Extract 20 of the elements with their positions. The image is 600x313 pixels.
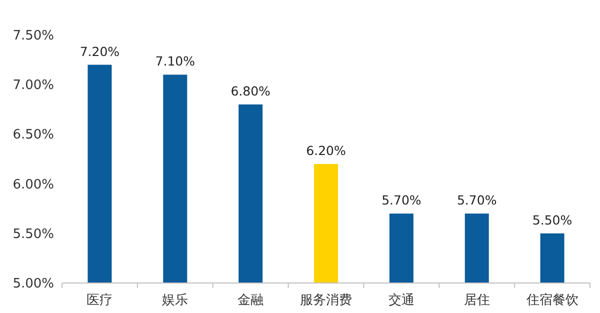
y-tick-label: 6.50% [12,128,54,143]
x-tick-label: 服务消费 [300,293,352,308]
x-tick-label: 住宿餐饮 [525,292,578,308]
data-label: 5.70% [457,192,497,208]
x-tick-label: 金融 [238,293,264,308]
data-label: 5.70% [382,192,422,208]
data-label: 5.50% [532,212,572,228]
y-tick-label: 7.00% [12,78,54,94]
data-label: 7.10% [155,54,196,69]
data-label: 7.20% [80,44,120,59]
y-tick-label: 5.00% [12,276,54,292]
x-tick-label: 医疗 [86,293,113,308]
y-tick-label: 7.50% [12,28,54,44]
y-tick-label: 6.00% [12,177,54,192]
data-label: 6.20% [306,142,346,158]
x-tick-label: 交通 [388,292,414,308]
data-label: 6.80% [230,83,271,98]
x-tick-label: 居住 [464,293,490,308]
y-tick-label: 5.50% [12,226,54,242]
x-tick-label: 娱乐 [162,293,188,308]
